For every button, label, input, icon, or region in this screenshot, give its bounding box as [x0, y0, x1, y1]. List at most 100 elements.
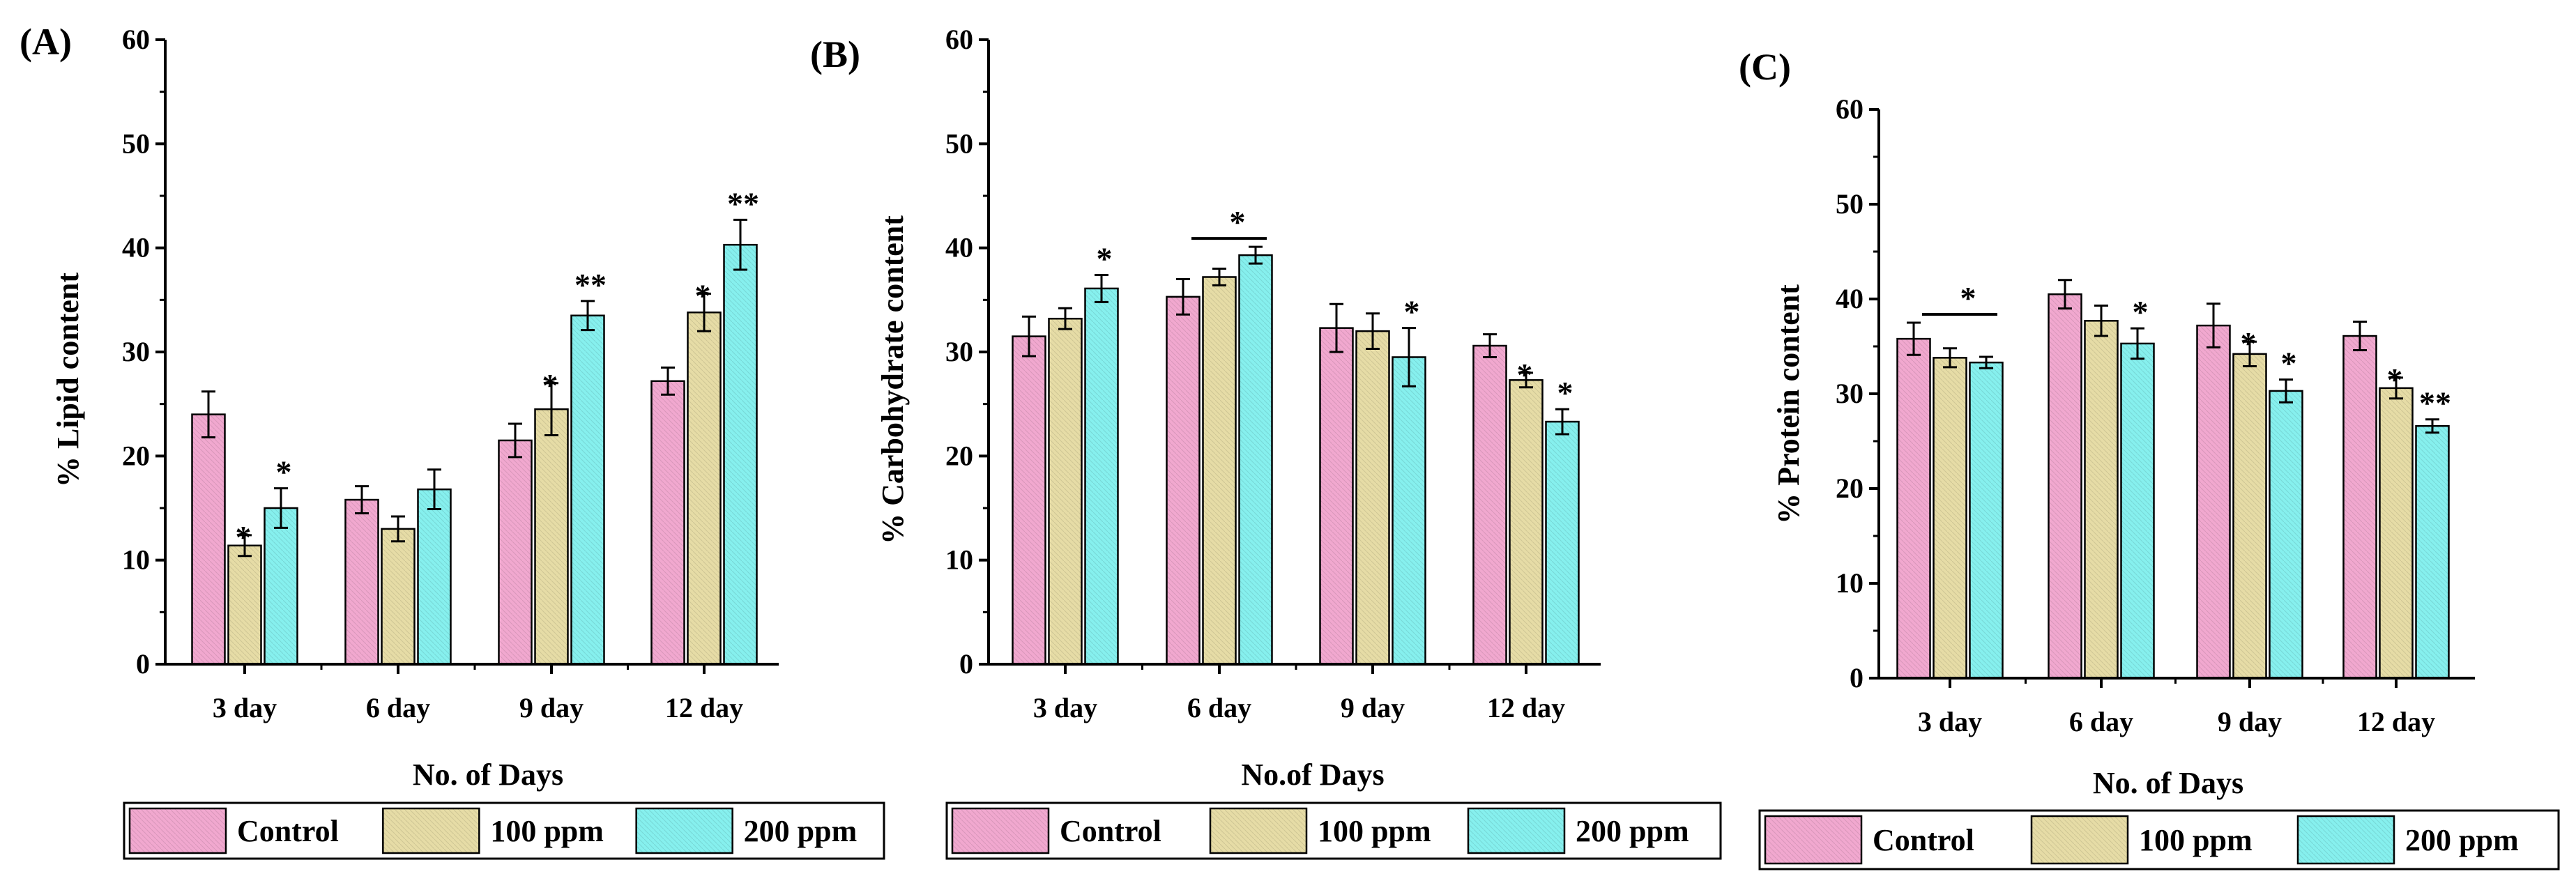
bar-texture — [1166, 296, 1200, 664]
bar-texture — [535, 409, 568, 664]
significance-mark: * — [236, 519, 252, 555]
y-tick-label: 50 — [122, 128, 150, 159]
panel-label: (B) — [810, 33, 860, 75]
y-tick-label: 50 — [1836, 188, 1864, 220]
legend-label: 100 ppm — [490, 814, 604, 848]
bar-texture — [1085, 288, 1118, 664]
bar-texture — [1933, 358, 1967, 678]
x-tick-label: 6 day — [1187, 692, 1251, 723]
y-tick-label: 0 — [959, 648, 973, 680]
legend-swatch-texture — [1210, 808, 1306, 853]
legend-label: 100 ppm — [1318, 814, 1431, 848]
y-tick-label: 10 — [122, 544, 150, 576]
y-tick-label: 40 — [1836, 283, 1864, 314]
significance-mark: ** — [2419, 385, 2451, 421]
bar-texture — [381, 528, 415, 664]
legend-label: 200 ppm — [744, 814, 858, 848]
legend-swatch-texture — [952, 808, 1049, 853]
bar-texture — [2121, 343, 2154, 678]
bar-texture — [687, 312, 721, 664]
y-axis-title: % Lipid content — [51, 273, 85, 487]
legend-label: 100 ppm — [2139, 823, 2253, 857]
bar-texture — [724, 245, 757, 665]
legend: Control 100 ppm 200 ppm — [1758, 809, 2560, 870]
x-tick-label: 12 day — [2357, 706, 2435, 737]
bar-texture — [264, 508, 298, 664]
x-tick-label: 9 day — [519, 692, 584, 723]
significance-mark: * — [1230, 204, 1246, 240]
bar-texture — [1239, 255, 1272, 664]
y-tick-label: 20 — [1836, 473, 1864, 504]
bar-texture — [192, 414, 225, 664]
bar-texture — [228, 545, 261, 664]
x-axis-title: No.of Days — [1241, 758, 1384, 792]
y-tick-label: 40 — [945, 232, 973, 263]
y-tick-label: 0 — [1850, 662, 1864, 693]
x-tick-label: 3 day — [213, 692, 277, 723]
legend-label: Control — [237, 814, 339, 848]
legend-swatch-texture — [383, 808, 480, 853]
significance-mark: * — [2281, 346, 2297, 381]
y-tick-label: 10 — [1836, 567, 1864, 599]
legend-label: 200 ppm — [2405, 823, 2519, 857]
bar-texture — [498, 440, 532, 664]
legend: Control 100 ppm 200 ppm — [945, 801, 1722, 860]
bar-texture — [1356, 331, 1389, 664]
bar-texture — [2343, 336, 2377, 678]
bar-texture — [1509, 380, 1543, 664]
y-tick-label: 60 — [945, 24, 973, 55]
y-tick-label: 20 — [122, 440, 150, 471]
y-tick-label: 30 — [945, 336, 973, 367]
bar-texture — [2416, 426, 2449, 678]
y-tick-label: 0 — [136, 648, 150, 680]
x-tick-label: 6 day — [2069, 706, 2133, 737]
legend-swatch-texture — [1765, 816, 1861, 864]
bar-texture — [2233, 353, 2266, 678]
significance-mark: * — [695, 277, 711, 313]
legend: Control 100 ppm 200 ppm — [123, 801, 885, 860]
significance-mark: * — [1960, 280, 1976, 316]
bar-texture — [2048, 294, 2082, 678]
y-tick-label: 10 — [945, 544, 973, 576]
bar-texture — [1392, 357, 1426, 664]
significance-mark: ** — [727, 185, 759, 221]
bar-texture — [1203, 277, 1236, 665]
bar-texture — [1473, 346, 1507, 664]
x-axis-title: No. of Days — [2093, 766, 2243, 800]
x-tick-label: 12 day — [1487, 692, 1565, 723]
y-tick-label: 50 — [945, 128, 973, 159]
bar-texture — [2379, 388, 2413, 678]
bar-texture — [2197, 325, 2230, 678]
significance-mark: * — [2387, 362, 2403, 397]
legend-box — [945, 801, 1722, 860]
significance-mark: * — [1404, 294, 1420, 330]
bar-texture — [345, 500, 379, 664]
bar-texture — [1012, 336, 1046, 664]
legend-label: Control — [1873, 823, 1974, 857]
significance-mark: * — [2241, 325, 2257, 361]
x-tick-label: 3 day — [1918, 706, 1982, 737]
legend-box — [1758, 809, 2560, 870]
panel-label: (A) — [20, 21, 72, 63]
bar-texture — [1546, 422, 1579, 664]
y-tick-label: 60 — [1836, 93, 1864, 125]
bar-texture — [418, 489, 451, 664]
significance-mark: * — [1557, 375, 1573, 411]
bar-texture — [2269, 390, 2303, 678]
panel-label: (C) — [1739, 46, 1791, 88]
x-tick-label: 9 day — [2218, 706, 2282, 737]
x-tick-label: 12 day — [665, 692, 743, 723]
y-axis-title: % Protein content — [1771, 284, 1806, 524]
legend-label: 200 ppm — [1576, 814, 1689, 848]
legend-swatch-texture — [130, 808, 226, 853]
significance-mark: * — [1517, 357, 1533, 392]
y-axis-title: % Carbohydrate content — [876, 215, 910, 544]
x-tick-label: 3 day — [1033, 692, 1097, 723]
y-tick-label: 30 — [122, 336, 150, 367]
y-tick-label: 20 — [945, 440, 973, 471]
significance-mark: * — [1097, 240, 1113, 276]
